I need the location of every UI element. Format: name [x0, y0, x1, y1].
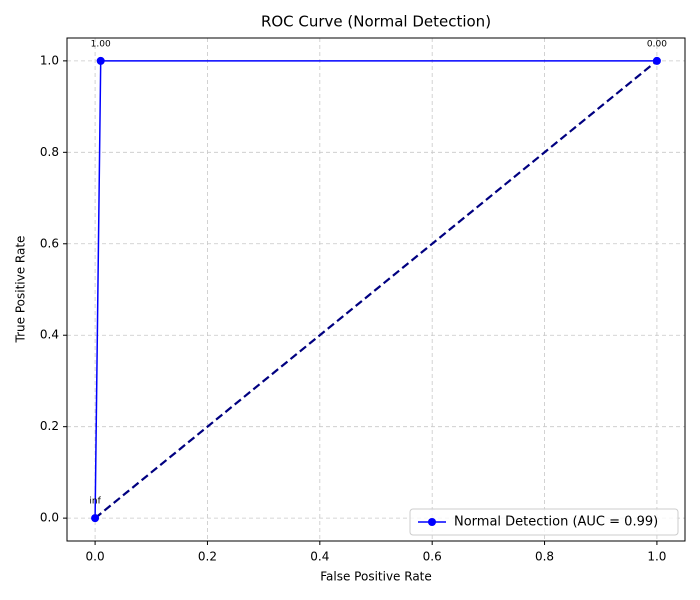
plot-frame [66, 37, 686, 542]
x-tick-label: 0.8 [535, 550, 554, 564]
point-label: 0.00 [647, 39, 667, 49]
legend-label: Normal Detection (AUC = 0.99) [454, 515, 658, 530]
x-tick-label: 1.0 [647, 550, 666, 564]
y-tick-label: 1.0 [40, 53, 59, 67]
y-tick-label: 0.8 [40, 145, 59, 159]
x-tick-label: 0.0 [86, 550, 105, 564]
reference-line [94, 60, 658, 519]
legend-box [409, 508, 679, 536]
x-tick-label: 0.6 [423, 550, 442, 564]
legend-marker [428, 518, 436, 526]
point [91, 514, 100, 523]
y-tick-label: 0.0 [40, 511, 59, 525]
point [96, 56, 105, 65]
y-tick-label: 0.2 [40, 419, 59, 433]
point-label: 1.00 [91, 39, 111, 49]
x-tick-label: 0.2 [198, 550, 217, 564]
point-label: inf [89, 497, 101, 507]
x-axis-label: False Positive Rate [320, 570, 432, 584]
y-axis-label: True Positive Rate [14, 236, 28, 344]
x-tick-label: 0.4 [310, 550, 329, 564]
point [652, 56, 661, 65]
y-tick-label: 0.6 [40, 236, 59, 250]
chart-title: ROC Curve (Normal Detection) [261, 13, 491, 31]
y-tick-label: 0.4 [40, 328, 59, 342]
